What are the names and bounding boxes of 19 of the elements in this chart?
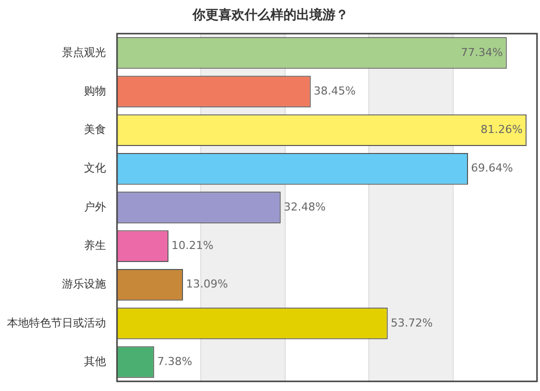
- y-tick-label: 其他: [84, 354, 106, 368]
- y-tick-label: 购物: [84, 84, 106, 98]
- y-tick-label: 文化: [84, 162, 106, 175]
- data-label: 7.38%: [157, 354, 192, 368]
- data-label: 53.72%: [390, 316, 433, 330]
- data-label: 32.48%: [284, 200, 326, 214]
- data-label: 38.45%: [314, 84, 356, 98]
- chart-title: 你更喜欢什么样的出境游？: [192, 7, 348, 24]
- data-label: 69.64%: [471, 162, 513, 175]
- y-tick-label: 景点观光: [62, 46, 106, 59]
- data-label: 10.21%: [171, 239, 214, 252]
- data-label: 81.26%: [480, 123, 523, 136]
- data-label: 13.09%: [186, 278, 228, 291]
- y-tick-label: 户外: [84, 200, 106, 214]
- y-tick-label: 游乐设施: [62, 278, 106, 291]
- y-tick-label: 本地特色节日或活动: [7, 316, 106, 330]
- y-tick-label: 美食: [84, 123, 106, 136]
- y-tick-label: 养生: [84, 239, 106, 252]
- data-label: 77.34%: [460, 46, 503, 59]
